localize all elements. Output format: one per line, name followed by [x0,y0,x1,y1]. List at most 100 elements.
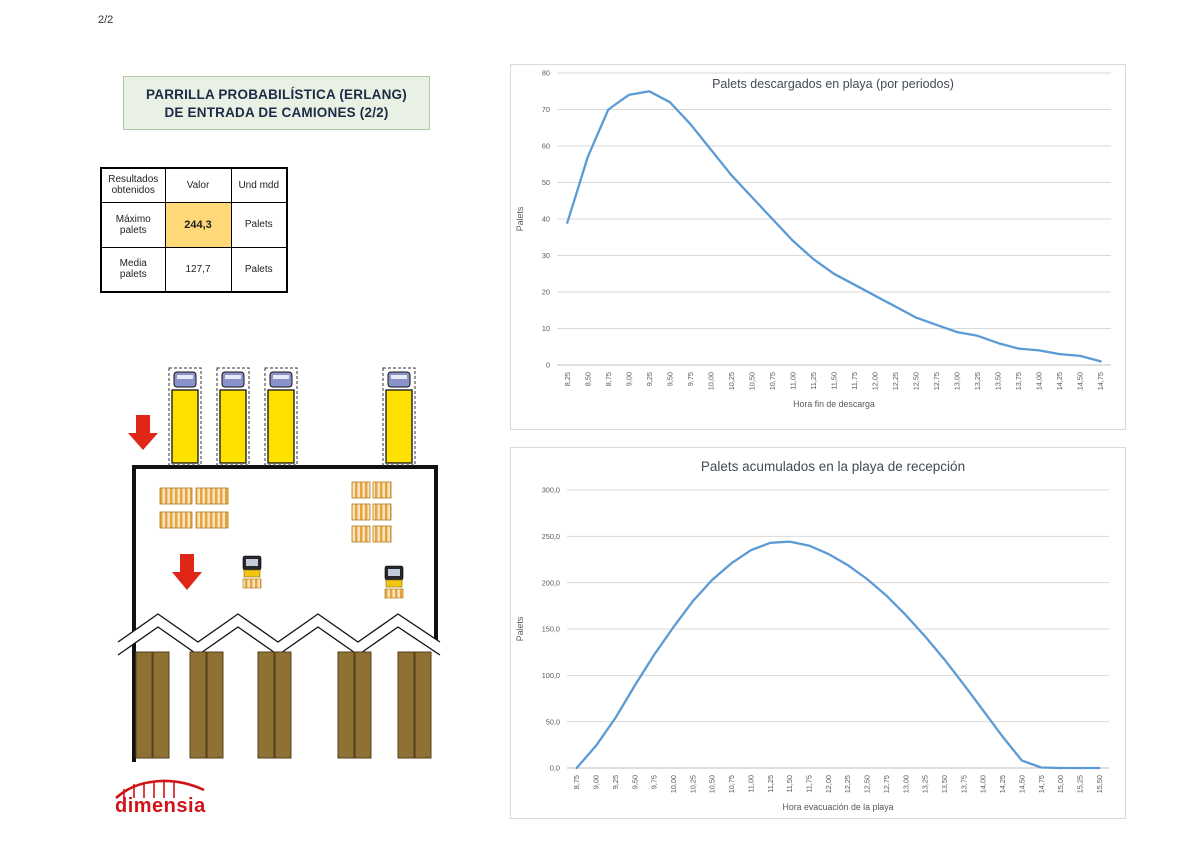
chart-title: Palets acumulados en la playa de recepci… [700,459,966,474]
svg-text:14,50: 14,50 [1076,372,1085,390]
row-unit: Palets [230,246,288,293]
svg-text:12,25: 12,25 [891,372,900,390]
svg-text:40: 40 [542,215,550,224]
svg-text:0: 0 [546,361,550,370]
truck-icon [216,367,250,466]
page-indicator: 2/2 [98,14,114,26]
logo-text: dimensia [115,795,206,816]
arrow-down-icon [128,415,158,450]
svg-text:10,00: 10,00 [706,372,715,390]
svg-text:50: 50 [542,178,550,187]
svg-text:10,50: 10,50 [747,372,756,390]
results-table: Resultados obtenidos Valor Und mdd Máxim… [100,167,288,293]
chart-palets-descargados: Palets descargados en playa (por periodo… [510,64,1126,430]
svg-text:10: 10 [542,324,550,333]
svg-text:13,00: 13,00 [953,372,962,390]
svg-text:150,0: 150,0 [542,625,560,634]
svg-text:15,25: 15,25 [1075,775,1084,793]
svg-text:0,0: 0,0 [550,764,560,773]
logo-arc-icon [115,779,205,799]
svg-text:12,75: 12,75 [882,775,891,793]
svg-text:14,00: 14,00 [979,775,988,793]
zigzag-break-icon [117,613,441,656]
forklift-icon [242,555,262,589]
svg-text:8,75: 8,75 [572,775,581,789]
forklift-icon [384,565,404,599]
svg-text:11,50: 11,50 [830,372,839,390]
storage-racks [135,651,432,759]
table-row: Media palets 127,7 Palets [100,246,288,293]
svg-text:13,25: 13,25 [973,372,982,390]
svg-text:11,25: 11,25 [809,372,818,390]
svg-text:15,00: 15,00 [1056,775,1065,793]
svg-text:12,50: 12,50 [912,372,921,390]
svg-text:14,25: 14,25 [998,775,1007,793]
svg-text:13,50: 13,50 [994,372,1003,390]
svg-text:12,25: 12,25 [843,775,852,793]
svg-text:9,25: 9,25 [611,775,620,789]
title-line-1: PARRILLA PROBABILÍSTICA (ERLANG) [146,86,407,102]
svg-text:14,25: 14,25 [1055,372,1064,390]
svg-text:9,50: 9,50 [630,775,639,789]
svg-text:80: 80 [542,69,550,78]
header-valor: Valor [164,167,232,203]
svg-text:11,00: 11,00 [788,372,797,390]
line-chart: 0,0 50,0 100,0 150,0 200,0 250,0 300,0 8,75 9,00… [515,486,1109,812]
svg-text:9,50: 9,50 [665,372,674,386]
truck-icon [168,367,202,466]
svg-text:13,00: 13,00 [901,775,910,793]
svg-text:11,00: 11,00 [746,775,755,793]
svg-text:Hora evacuación de la playa: Hora evacuación de la playa [782,802,893,812]
svg-text:Hora fin de descarga: Hora fin de descarga [793,399,875,409]
truck-icon [264,367,298,466]
arrow-down-icon [172,554,202,590]
svg-text:Palets: Palets [515,616,525,641]
title-line-2: DE ENTRADA DE CAMIONES (2/2) [164,104,389,120]
line-chart: 0 10 20 30 40 50 60 70 80 8,25 8,50 8,75 9,00 9,25 9,5… [515,69,1111,409]
svg-text:13,25: 13,25 [921,775,930,793]
svg-text:10,75: 10,75 [727,775,736,793]
svg-text:50,0: 50,0 [546,717,560,726]
svg-text:14,75: 14,75 [1096,372,1105,390]
svg-text:14,00: 14,00 [1035,372,1044,390]
svg-text:12,00: 12,00 [824,775,833,793]
truck-icon [382,367,416,466]
svg-text:10,25: 10,25 [688,775,697,793]
svg-text:14,50: 14,50 [1017,775,1026,793]
svg-text:12,00: 12,00 [871,372,880,390]
svg-text:12,50: 12,50 [863,775,872,793]
svg-text:11,75: 11,75 [850,372,859,390]
svg-text:10,50: 10,50 [708,775,717,793]
warehouse-walls [132,465,438,762]
svg-text:13,75: 13,75 [1014,372,1023,390]
svg-text:60: 60 [542,142,550,151]
chart-palets-acumulados: Palets acumulados en la playa de recepci… [510,447,1126,819]
header-resultados: Resultados obtenidos [100,167,166,203]
svg-text:11,50: 11,50 [785,775,794,793]
svg-text:13,50: 13,50 [940,775,949,793]
chart-title: Palets descargados en playa (por periodo… [712,77,954,91]
row-unit: Palets [230,201,288,248]
dimensia-logo: dimensia [115,779,206,816]
svg-text:9,00: 9,00 [624,372,633,386]
media-palets-value: 127,7 [164,246,232,293]
table-row: Máximo palets 244,3 Palets [100,201,288,248]
svg-text:14,75: 14,75 [1037,775,1046,793]
svg-text:200,0: 200,0 [542,578,560,587]
pallet-stacks [159,481,392,543]
svg-text:11,25: 11,25 [766,775,775,793]
svg-text:13,75: 13,75 [959,775,968,793]
svg-text:12,75: 12,75 [932,372,941,390]
svg-text:100,0: 100,0 [542,671,560,680]
row-label: Media palets [100,246,166,293]
svg-text:8,25: 8,25 [563,372,572,386]
svg-text:300,0: 300,0 [542,486,560,495]
svg-text:11,75: 11,75 [804,775,813,793]
svg-text:70: 70 [542,105,550,114]
svg-text:30: 30 [542,251,550,260]
svg-text:20: 20 [542,288,550,297]
warehouse-diagram [117,367,441,762]
header-und-mdd: Und mdd [230,167,288,203]
svg-text:9,75: 9,75 [650,775,659,789]
